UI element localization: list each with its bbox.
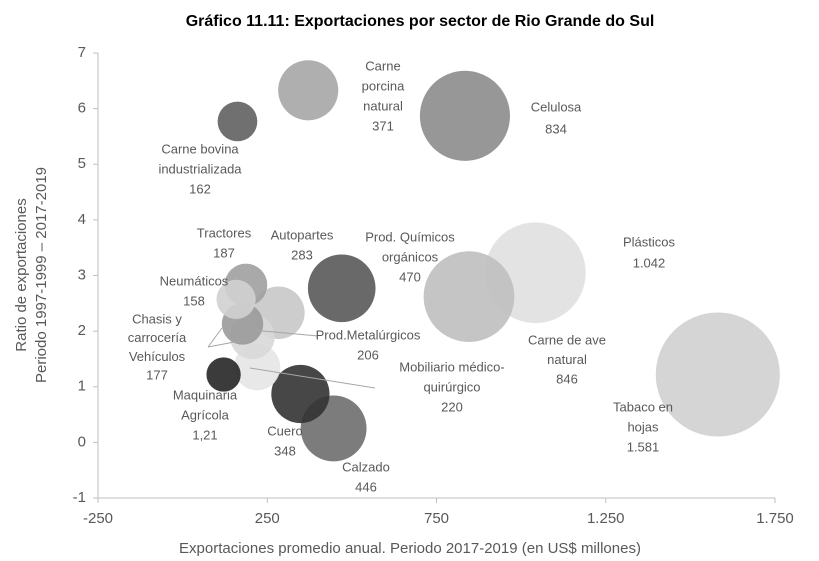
y-tick-label: 1 <box>78 378 86 395</box>
data-label-name: Agrícola <box>181 407 229 422</box>
bubble <box>307 254 376 323</box>
y-tick-label: 0 <box>78 433 86 450</box>
data-label-name: industrializada <box>158 161 242 176</box>
x-tick-label: 1.750 <box>756 510 794 527</box>
data-label-name: natural <box>363 98 403 113</box>
y-axis-label: Ratio de exportaciones <box>13 198 30 351</box>
data-label-value: 220 <box>441 399 463 414</box>
data-label-name: orgánicos <box>382 249 439 264</box>
x-axis-label: Exportaciones promedio anual. Periodo 20… <box>179 540 641 557</box>
data-label-name: Cuero <box>267 423 302 438</box>
data-label-value: 1.581 <box>627 439 660 454</box>
data-label-value: 158 <box>183 293 205 308</box>
leader-line <box>251 329 319 337</box>
data-label-value: 470 <box>399 269 421 284</box>
data-label-name: Mobiliario médico- <box>399 359 504 374</box>
y-tick-label: -1 <box>73 489 86 506</box>
data-label-name: Chasis y <box>132 311 182 326</box>
data-label-name: Prod.Metalúrgicos <box>316 327 421 342</box>
x-tick-label: 250 <box>255 510 280 527</box>
y-tick-label: 4 <box>78 211 86 228</box>
data-label-name: Plásticos <box>623 234 676 249</box>
data-label-value: 187 <box>213 245 235 260</box>
data-label-value: 446 <box>355 479 377 494</box>
y-tick-label: 5 <box>78 155 86 172</box>
bubble <box>423 251 515 343</box>
data-label-value: 371 <box>372 118 394 133</box>
bubble <box>278 60 339 121</box>
data-label-name: hojas <box>627 419 659 434</box>
data-label-name: Calzado <box>342 459 390 474</box>
data-label-value: 834 <box>545 121 567 136</box>
y-tick-label: 6 <box>78 100 86 117</box>
data-label-value: 846 <box>556 371 578 386</box>
data-label-name: carrocería <box>128 330 187 345</box>
y-tick-label: 7 <box>78 44 86 61</box>
data-label-value: 283 <box>291 247 313 262</box>
data-label-name: quirúrgico <box>423 379 480 394</box>
data-label-name: porcina <box>362 78 405 93</box>
y-axis-label: Periodo 1997-1999 – 2017-2019 <box>33 167 50 383</box>
data-label-value: 162 <box>189 181 211 196</box>
leader-line <box>207 327 223 348</box>
data-label-name: Maquinaria <box>173 387 238 402</box>
data-label-value: 177 <box>146 368 168 383</box>
data-label-value: 1.042 <box>633 255 666 270</box>
data-label-value: 1,21 <box>192 427 217 442</box>
leader-line <box>207 339 246 348</box>
data-label-name: natural <box>547 352 587 367</box>
bubble <box>419 70 510 161</box>
x-tick-label: 750 <box>424 510 449 527</box>
bubble <box>271 364 330 424</box>
y-tick-label: 2 <box>78 322 86 339</box>
data-label-name: Autopartes <box>271 227 334 242</box>
data-label-name: Tabaco en <box>613 399 673 414</box>
data-label-value: 348 <box>274 443 296 458</box>
data-label-name: Vehículos <box>129 349 186 364</box>
x-tick-label: -250 <box>83 510 113 527</box>
leader-line <box>249 367 376 389</box>
data-label-value: 206 <box>357 347 379 362</box>
bubble <box>216 279 256 320</box>
data-label-name: Carne <box>365 58 400 73</box>
data-label-name: Carne de ave <box>528 332 606 347</box>
data-label-name: Neumáticos <box>160 273 229 288</box>
data-label-name: Carne bovina <box>161 141 239 156</box>
data-label-name: Celulosa <box>531 99 582 114</box>
bubble <box>206 357 241 392</box>
bubble <box>655 312 780 437</box>
y-tick-label: 3 <box>78 266 86 283</box>
data-label-name: Tractores <box>197 225 252 240</box>
bubble <box>217 101 258 142</box>
x-tick-label: 1.250 <box>587 510 625 527</box>
data-label-name: Prod. Químicos <box>365 229 455 244</box>
chart-title: Gráfico 11.11: Exportaciones por sector … <box>186 13 655 30</box>
